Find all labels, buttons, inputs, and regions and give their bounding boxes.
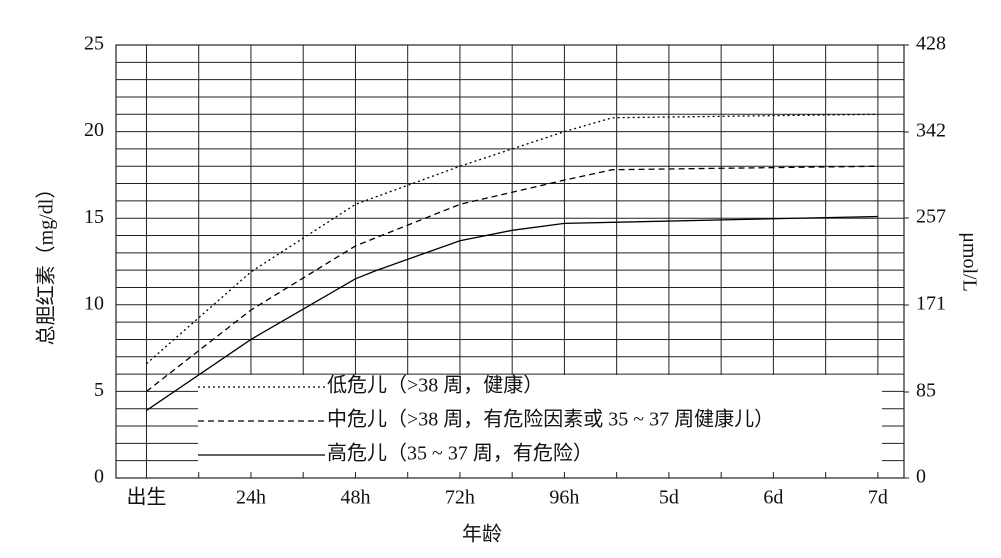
y2-tick-label: 85: [916, 380, 936, 402]
x-tick-label: 出生: [126, 486, 166, 509]
plot-frame: [115, 44, 905, 479]
x-tick-label: 6d: [763, 487, 783, 509]
y2-tick-label: 257: [916, 206, 946, 228]
y-tick-label: 25: [84, 33, 104, 55]
y2-tick-label: 428: [916, 33, 946, 55]
y-tick-label: 0: [94, 466, 104, 488]
y-tick-label: 10: [84, 292, 104, 314]
y2-tick-label: 342: [916, 120, 946, 142]
y2-axis-title: μmol/L: [958, 232, 980, 292]
x-axis-title: 年龄: [462, 523, 502, 546]
y-tick-label: 5: [94, 379, 104, 401]
y2-tick-label: 0: [916, 466, 926, 488]
x-tick-label: 96h: [549, 487, 579, 509]
y-tick-label: 20: [84, 119, 104, 141]
x-tick-label: 48h: [340, 487, 370, 509]
x-tick-label: 72h: [445, 487, 475, 509]
legend-label: 低危儿（>38 周，健康）: [327, 374, 543, 397]
data-line: [146, 215, 878, 411]
y-axis-title: 总胆红素（mg/dl）: [35, 179, 58, 346]
y-tick-label: 15: [84, 206, 104, 228]
data-line: [146, 165, 878, 392]
legend-label: 中危儿（>38 周，有危险因素或 35 ~ 37 周健康儿）: [327, 408, 774, 431]
x-tick-label: 24h: [236, 487, 266, 509]
x-tick-label: 5d: [659, 487, 679, 509]
legend-label: 高危儿（35 ~ 37 周，有危险）: [327, 442, 593, 465]
legend-box: [198, 375, 882, 472]
y2-tick-label: 171: [916, 293, 946, 315]
x-tick-label: 7d: [868, 487, 888, 509]
